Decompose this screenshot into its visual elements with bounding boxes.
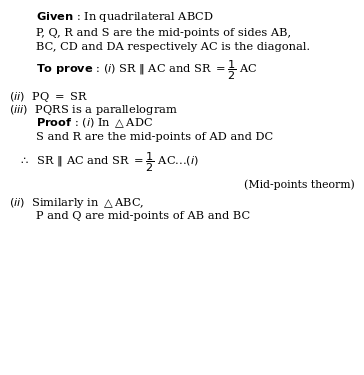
Text: $(iii)$  PQRS is a parallelogram: $(iii)$ PQRS is a parallelogram (9, 103, 178, 117)
Text: $(ii)$  PQ $=$ SR: $(ii)$ PQ $=$ SR (9, 90, 88, 104)
Text: $\mathbf{Proof}$ : $(i)$ In $\triangle$ADC: $\mathbf{Proof}$ : $(i)$ In $\triangle$A… (36, 117, 154, 130)
Text: P and Q are mid-points of AB and BC: P and Q are mid-points of AB and BC (36, 211, 250, 221)
Text: (Mid-points theorm): (Mid-points theorm) (244, 180, 355, 190)
Text: $\mathbf{To\ prove}$ : $(i)$ SR $\|$ AC and SR $= \dfrac{1}{2}$ AC: $\mathbf{To\ prove}$ : $(i)$ SR $\|$ AC … (36, 59, 258, 82)
Text: $\therefore$  SR $\|$ AC and SR $= \dfrac{1}{2}$ AC...$(i)$: $\therefore$ SR $\|$ AC and SR $= \dfrac… (18, 150, 199, 174)
Text: P, Q, R and S are the mid-points of sides AB,: P, Q, R and S are the mid-points of side… (36, 28, 292, 38)
Text: $\mathbf{Given}$ : In quadrilateral ABCD: $\mathbf{Given}$ : In quadrilateral ABCD (36, 10, 214, 24)
Text: $(ii)$  Similarly in $\triangle$ABC,: $(ii)$ Similarly in $\triangle$ABC, (9, 195, 145, 210)
Text: S and R are the mid-points of AD and DC: S and R are the mid-points of AD and DC (36, 132, 273, 142)
Text: BC, CD and DA respectively AC is the diagonal.: BC, CD and DA respectively AC is the dia… (36, 42, 310, 52)
